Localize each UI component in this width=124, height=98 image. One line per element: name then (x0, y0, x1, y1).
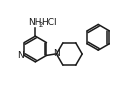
Text: HCl: HCl (41, 18, 57, 27)
Text: N: N (17, 51, 23, 60)
Text: NH: NH (29, 18, 42, 27)
Text: 2: 2 (38, 22, 43, 28)
Text: N: N (53, 49, 60, 59)
